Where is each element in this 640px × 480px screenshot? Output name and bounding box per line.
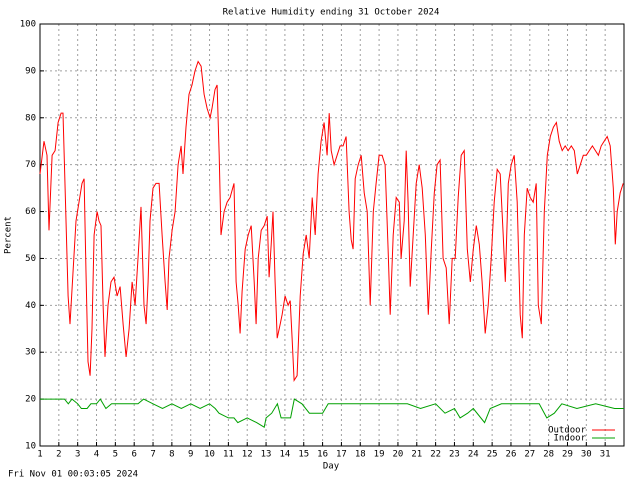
x-tick-label: 22 (430, 450, 441, 460)
y-tick-label: 20 (25, 395, 36, 405)
x-tick-label: 21 (411, 450, 422, 460)
x-tick-label: 10 (204, 450, 215, 460)
x-tick-label: 25 (487, 450, 498, 460)
x-tick-label: 13 (261, 450, 272, 460)
x-tick-label: 19 (374, 450, 385, 460)
footer: Fri Nov 01 00:03:05 2024 (8, 470, 138, 480)
y-tick-label: 30 (25, 348, 36, 358)
x-tick-label: 11 (223, 450, 234, 460)
x-tick-label: 23 (449, 450, 460, 460)
data-line (39, 60, 624, 382)
x-tick-label: 20 (393, 450, 404, 460)
chart-title: Relative Humidity ending 31 October 2024 (223, 8, 440, 18)
x-tick-label: 31 (600, 450, 611, 460)
data-line (40, 398, 624, 428)
legend-label: Outdoor (548, 426, 587, 436)
legend-label: Indoor (553, 434, 586, 444)
x-tick-label: 17 (336, 450, 347, 460)
x-tick-label: 1 (37, 450, 42, 460)
x-tick-label: 8 (169, 450, 174, 460)
y-tick-label: 10 (25, 442, 36, 452)
x-tick-label: 7 (150, 450, 155, 460)
x-tick-label: 12 (242, 450, 253, 460)
x-tick-label: 16 (317, 450, 328, 460)
y-tick-label: 60 (25, 207, 36, 217)
x-tick-label: 9 (188, 450, 193, 460)
x-tick-label: 4 (94, 450, 99, 460)
x-tick-label: 29 (562, 450, 573, 460)
x-tick-label: 6 (131, 450, 136, 460)
y-tick-label: 90 (25, 66, 36, 76)
x-tick-label: 3 (75, 450, 80, 460)
x-tick-label: 18 (355, 450, 366, 460)
x-tick-label: 15 (298, 450, 309, 460)
plot-frame (39, 23, 625, 447)
y-tick-label: 80 (25, 113, 36, 123)
y-tick-label: 40 (25, 301, 36, 311)
y-axis-label: Percent (4, 216, 14, 254)
x-tick-label: 30 (581, 450, 592, 460)
y-tick-label: 50 (25, 254, 36, 264)
x-tick-label: 26 (506, 450, 517, 460)
x-tick-label: 27 (524, 450, 535, 460)
x-tick-label: 14 (279, 450, 290, 460)
x-tick-label: 28 (543, 450, 554, 460)
x-tick-label: 5 (113, 450, 118, 460)
y-tick-label: 100 (20, 20, 36, 30)
y-tick-label: 70 (25, 160, 36, 170)
x-tick-label: 24 (468, 450, 479, 460)
x-tick-label: 2 (56, 450, 61, 460)
x-axis-label: Day (323, 462, 340, 472)
